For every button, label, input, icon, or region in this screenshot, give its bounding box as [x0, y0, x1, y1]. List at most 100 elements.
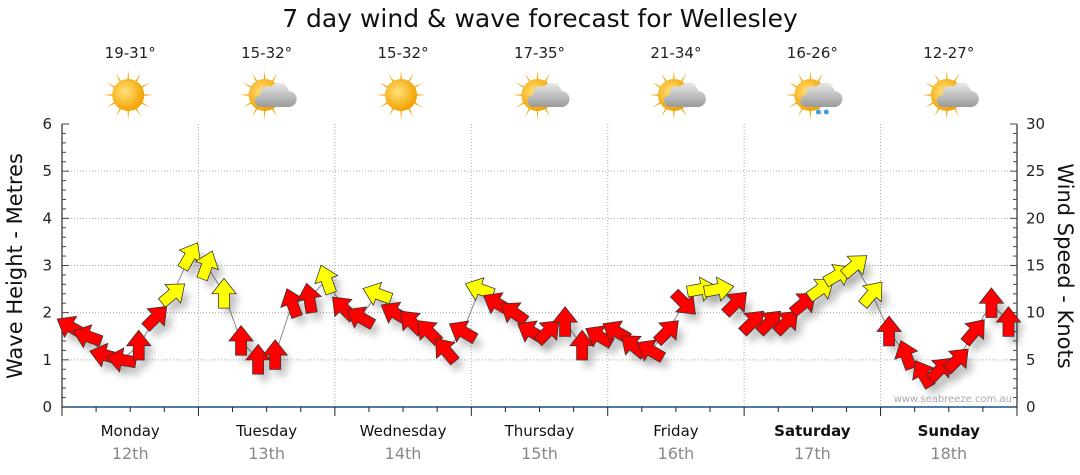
- date-label: 16th: [658, 444, 695, 463]
- sun-disc: [112, 79, 145, 111]
- day-temperature: 15-32°: [241, 44, 292, 62]
- wind-arrow: [245, 343, 272, 375]
- date-label: 17th: [794, 444, 831, 463]
- day-temperature: 21-34°: [650, 44, 701, 62]
- wind-arrow-shadow: [236, 334, 259, 362]
- rain-drop-icon: [815, 109, 821, 115]
- right-tick-label: 25: [1026, 162, 1045, 180]
- day-column: 21-34° Friday 16th: [648, 44, 706, 463]
- wind-arrow: [448, 320, 479, 344]
- wind-arrow: [500, 302, 530, 326]
- left-tick-label: 5: [42, 162, 52, 180]
- sun-icon: [376, 70, 427, 120]
- cloud-shape: [527, 82, 570, 107]
- cloud-icon: [527, 82, 570, 107]
- wind-arrow: [858, 281, 883, 309]
- day-label: Saturday: [774, 422, 851, 440]
- day-temperature: 12-27°: [923, 44, 974, 62]
- wind-arrow-shadow: [884, 325, 907, 353]
- right-axis-label: Wind Speed - Knots: [1053, 163, 1077, 368]
- wind-arrow: [960, 319, 985, 347]
- wind-arrow-shadow: [577, 339, 600, 367]
- wind-arrow-shadow: [660, 329, 684, 353]
- day-temperature: 17-35°: [514, 44, 565, 62]
- chart-title: 7 day wind & wave forecast for Wellesley: [282, 4, 798, 33]
- wind-arrow-shadow: [847, 264, 872, 286]
- wind-arrow-shadow: [165, 292, 190, 314]
- wind-arrow: [703, 276, 735, 302]
- left-tick-label: 3: [42, 257, 52, 275]
- wind-arrow: [125, 329, 152, 361]
- day-column: 12-27° Sunday 18th: [918, 44, 981, 463]
- cloud-shape: [800, 82, 843, 107]
- wind-arrow: [942, 348, 969, 375]
- wind-arrow: [839, 255, 868, 280]
- sun-disc: [385, 79, 418, 111]
- day-column: 16-26° Saturday 17th: [774, 44, 851, 463]
- wind-arrow: [157, 283, 186, 308]
- day-column: 17-35° Thursday 15th: [504, 44, 575, 463]
- wind-arrow: [262, 339, 289, 370]
- cloud-icon: [254, 82, 297, 107]
- wind-arrow-shadow: [950, 357, 974, 381]
- wind-arrow: [995, 306, 1022, 337]
- wind-arrow-shadow: [219, 287, 242, 315]
- wind-arrow: [72, 324, 104, 349]
- day-label: Wednesday: [360, 422, 447, 440]
- date-label: 14th: [385, 444, 422, 463]
- wind-arrow: [141, 306, 168, 332]
- wind-arrow: [346, 306, 377, 330]
- day-column: 15-32° Tuesday 13th: [235, 44, 297, 463]
- date-label: 13th: [248, 444, 285, 463]
- wind-arrow-shadow: [149, 315, 172, 339]
- wind-arrow-shadow: [541, 329, 564, 353]
- wind-arrow: [978, 287, 1005, 318]
- wind-arrow-shadow: [560, 316, 583, 344]
- day-label: Tuesday: [235, 422, 297, 440]
- rain-drop-icon: [823, 109, 829, 115]
- wind-arrow: [296, 282, 323, 315]
- wind-arrow: [669, 288, 696, 315]
- day-temperature: 19-31°: [105, 44, 156, 62]
- left-tick-label: 6: [42, 115, 52, 133]
- right-tick-label: 30: [1026, 115, 1045, 133]
- wind-arrow: [569, 329, 596, 361]
- cloud-shape: [254, 82, 297, 107]
- right-tick-label: 15: [1026, 257, 1045, 275]
- wind-arrow-shadow: [780, 320, 803, 343]
- cloud-icon: [936, 82, 979, 107]
- cloud-shape: [663, 82, 706, 107]
- date-label: 12th: [112, 444, 149, 463]
- wind-arrow: [738, 310, 764, 337]
- wind-arrow: [435, 338, 460, 366]
- date-label: 18th: [930, 444, 967, 463]
- watermark: www.seabreeze.com.au: [894, 394, 1012, 405]
- right-tick-label: 10: [1026, 304, 1045, 322]
- cloud-icon: [800, 82, 843, 107]
- wind-arrow-shadow: [986, 297, 1009, 325]
- left-tick-label: 2: [42, 304, 52, 322]
- wind-arrow: [533, 320, 560, 347]
- wind-arrow-shadow: [253, 353, 276, 381]
- wind-arrow: [652, 320, 679, 347]
- wind-arrow: [228, 324, 254, 356]
- left-tick-label: 1: [42, 351, 52, 369]
- wind-arrow-shadow: [270, 349, 293, 377]
- right-tick-label: 0: [1026, 398, 1036, 416]
- wind-arrow: [805, 278, 835, 303]
- left-tick-label: 0: [42, 398, 52, 416]
- left-axis-label: Wave Height - Metres: [3, 153, 27, 379]
- wind-arrow-shadow: [813, 288, 839, 309]
- day-label: Sunday: [918, 422, 981, 440]
- day-temperature: 16-26°: [787, 44, 838, 62]
- date-label: 15th: [521, 444, 558, 463]
- day-column: 15-32° Wednesday 14th: [360, 44, 447, 463]
- left-tick-label: 4: [42, 209, 52, 227]
- wind-arrow: [552, 306, 578, 337]
- right-tick-label: 20: [1026, 209, 1045, 227]
- wind-arrow: [194, 250, 219, 282]
- wind-arrow: [177, 242, 201, 272]
- wind-arrow: [314, 264, 339, 296]
